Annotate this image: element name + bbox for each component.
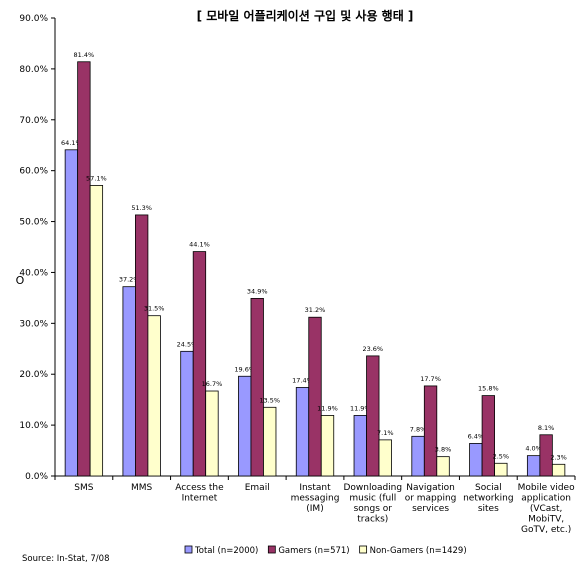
legend-swatch [184, 545, 193, 554]
legend-label: Gamers (n=571) [278, 546, 349, 556]
data-label: 17.7% [420, 375, 441, 383]
bar [353, 415, 367, 477]
bar [77, 61, 91, 477]
data-label: 11.9% [317, 404, 338, 412]
bar [122, 286, 136, 477]
y-tick-label: 0.0% [25, 472, 48, 482]
bar [263, 406, 277, 477]
x-tick-label: Social networking sites [463, 483, 513, 514]
legend: Total (n=2000) Gamers (n=571) Non-Gamers (… [184, 545, 467, 556]
bar [308, 316, 322, 477]
data-label: 2.3% [550, 453, 567, 461]
bar [436, 456, 450, 477]
bar [295, 387, 310, 477]
bar [526, 455, 541, 477]
data-label: 8.1% [538, 424, 555, 432]
plot-area: 0.0% 10.0% 20.0% 30.0% 40.0% 50.0% 60.0% 70.0% 8… [19, 14, 576, 535]
bar [411, 435, 425, 477]
legend-label: Non-Gamers (n=1429) [370, 546, 467, 556]
x-tick-label: SMS [74, 483, 93, 493]
data-label: 2.5% [493, 452, 510, 460]
x-tick-label: Mobile video application (VCast, MobiTV, GoT… [518, 483, 575, 535]
data-label: 3.8% [435, 446, 452, 454]
legend-label: Total (n=2000) [194, 546, 258, 556]
y-tick-label: 40.0% [19, 268, 48, 278]
bar [378, 439, 392, 477]
legend-swatch [267, 545, 276, 554]
data-label: 51.3% [131, 204, 152, 212]
data-label: 37.2% [119, 276, 140, 284]
data-label: 24.5% [177, 340, 198, 348]
data-label: 13.5% [259, 396, 280, 404]
data-label: 7.1% [377, 429, 394, 437]
data-label: 4.0% [525, 445, 542, 453]
data-label: 57.1% [86, 174, 107, 182]
bar [481, 395, 495, 477]
bar [539, 434, 553, 477]
y-tick-label: 30.0% [19, 319, 48, 329]
y-tick-label: 10.0% [19, 421, 48, 431]
y-tick-label: 50.0% [19, 218, 48, 228]
data-label: 15.8% [478, 385, 499, 393]
bar [205, 390, 219, 477]
bar [180, 350, 194, 477]
y-tick-label: 90.0% [19, 14, 48, 24]
data-label: 31.2% [305, 306, 326, 314]
x-tick-label: Downloading music (full songs or tracks) [343, 483, 402, 525]
data-label: 23.6% [362, 345, 383, 353]
y-tick-label: 60.0% [19, 167, 48, 177]
data-label: 64.1% [61, 139, 82, 147]
data-label: 31.5% [144, 305, 165, 313]
bar [250, 297, 264, 477]
data-label: 7.8% [410, 425, 427, 433]
data-label: 44.1% [189, 241, 210, 249]
y-tick-label: 20.0% [19, 370, 48, 380]
bar [89, 185, 104, 477]
x-tick-label: Email [245, 483, 270, 493]
x-tick-label: MMS [131, 483, 153, 493]
x-tick-label: Instant messaging (IM) [291, 483, 340, 514]
data-label: 19.6% [234, 365, 255, 373]
y-tick-label: 70.0% [19, 116, 48, 126]
bar [238, 375, 252, 477]
chart-title: [ 모바일 어플리케이션 구입 및 사용 행태 ] [197, 8, 414, 23]
data-label: 11.9% [350, 404, 371, 412]
y-tick-label: 80.0% [19, 65, 48, 75]
bar [551, 463, 566, 477]
source-note: Source: In-Stat, 7/08 [22, 554, 109, 564]
bar [64, 149, 79, 477]
bar [366, 355, 380, 477]
bar [320, 415, 335, 477]
bar [469, 443, 483, 477]
legend-swatch [359, 545, 368, 554]
x-tick-label: Navigation or mapping services [405, 483, 457, 514]
data-label: 81.4% [74, 51, 95, 59]
data-label: 16.7% [202, 380, 223, 388]
bar [147, 315, 161, 477]
bar [423, 385, 438, 477]
bar [135, 214, 149, 477]
data-label: 6.4% [468, 432, 485, 440]
x-tick-label: Access the Internet [175, 483, 224, 504]
data-label: 17.4% [292, 376, 313, 384]
bar [192, 251, 207, 477]
bar [494, 462, 508, 477]
data-label: 34.9% [247, 287, 268, 295]
y-axis-label: O [16, 274, 25, 287]
